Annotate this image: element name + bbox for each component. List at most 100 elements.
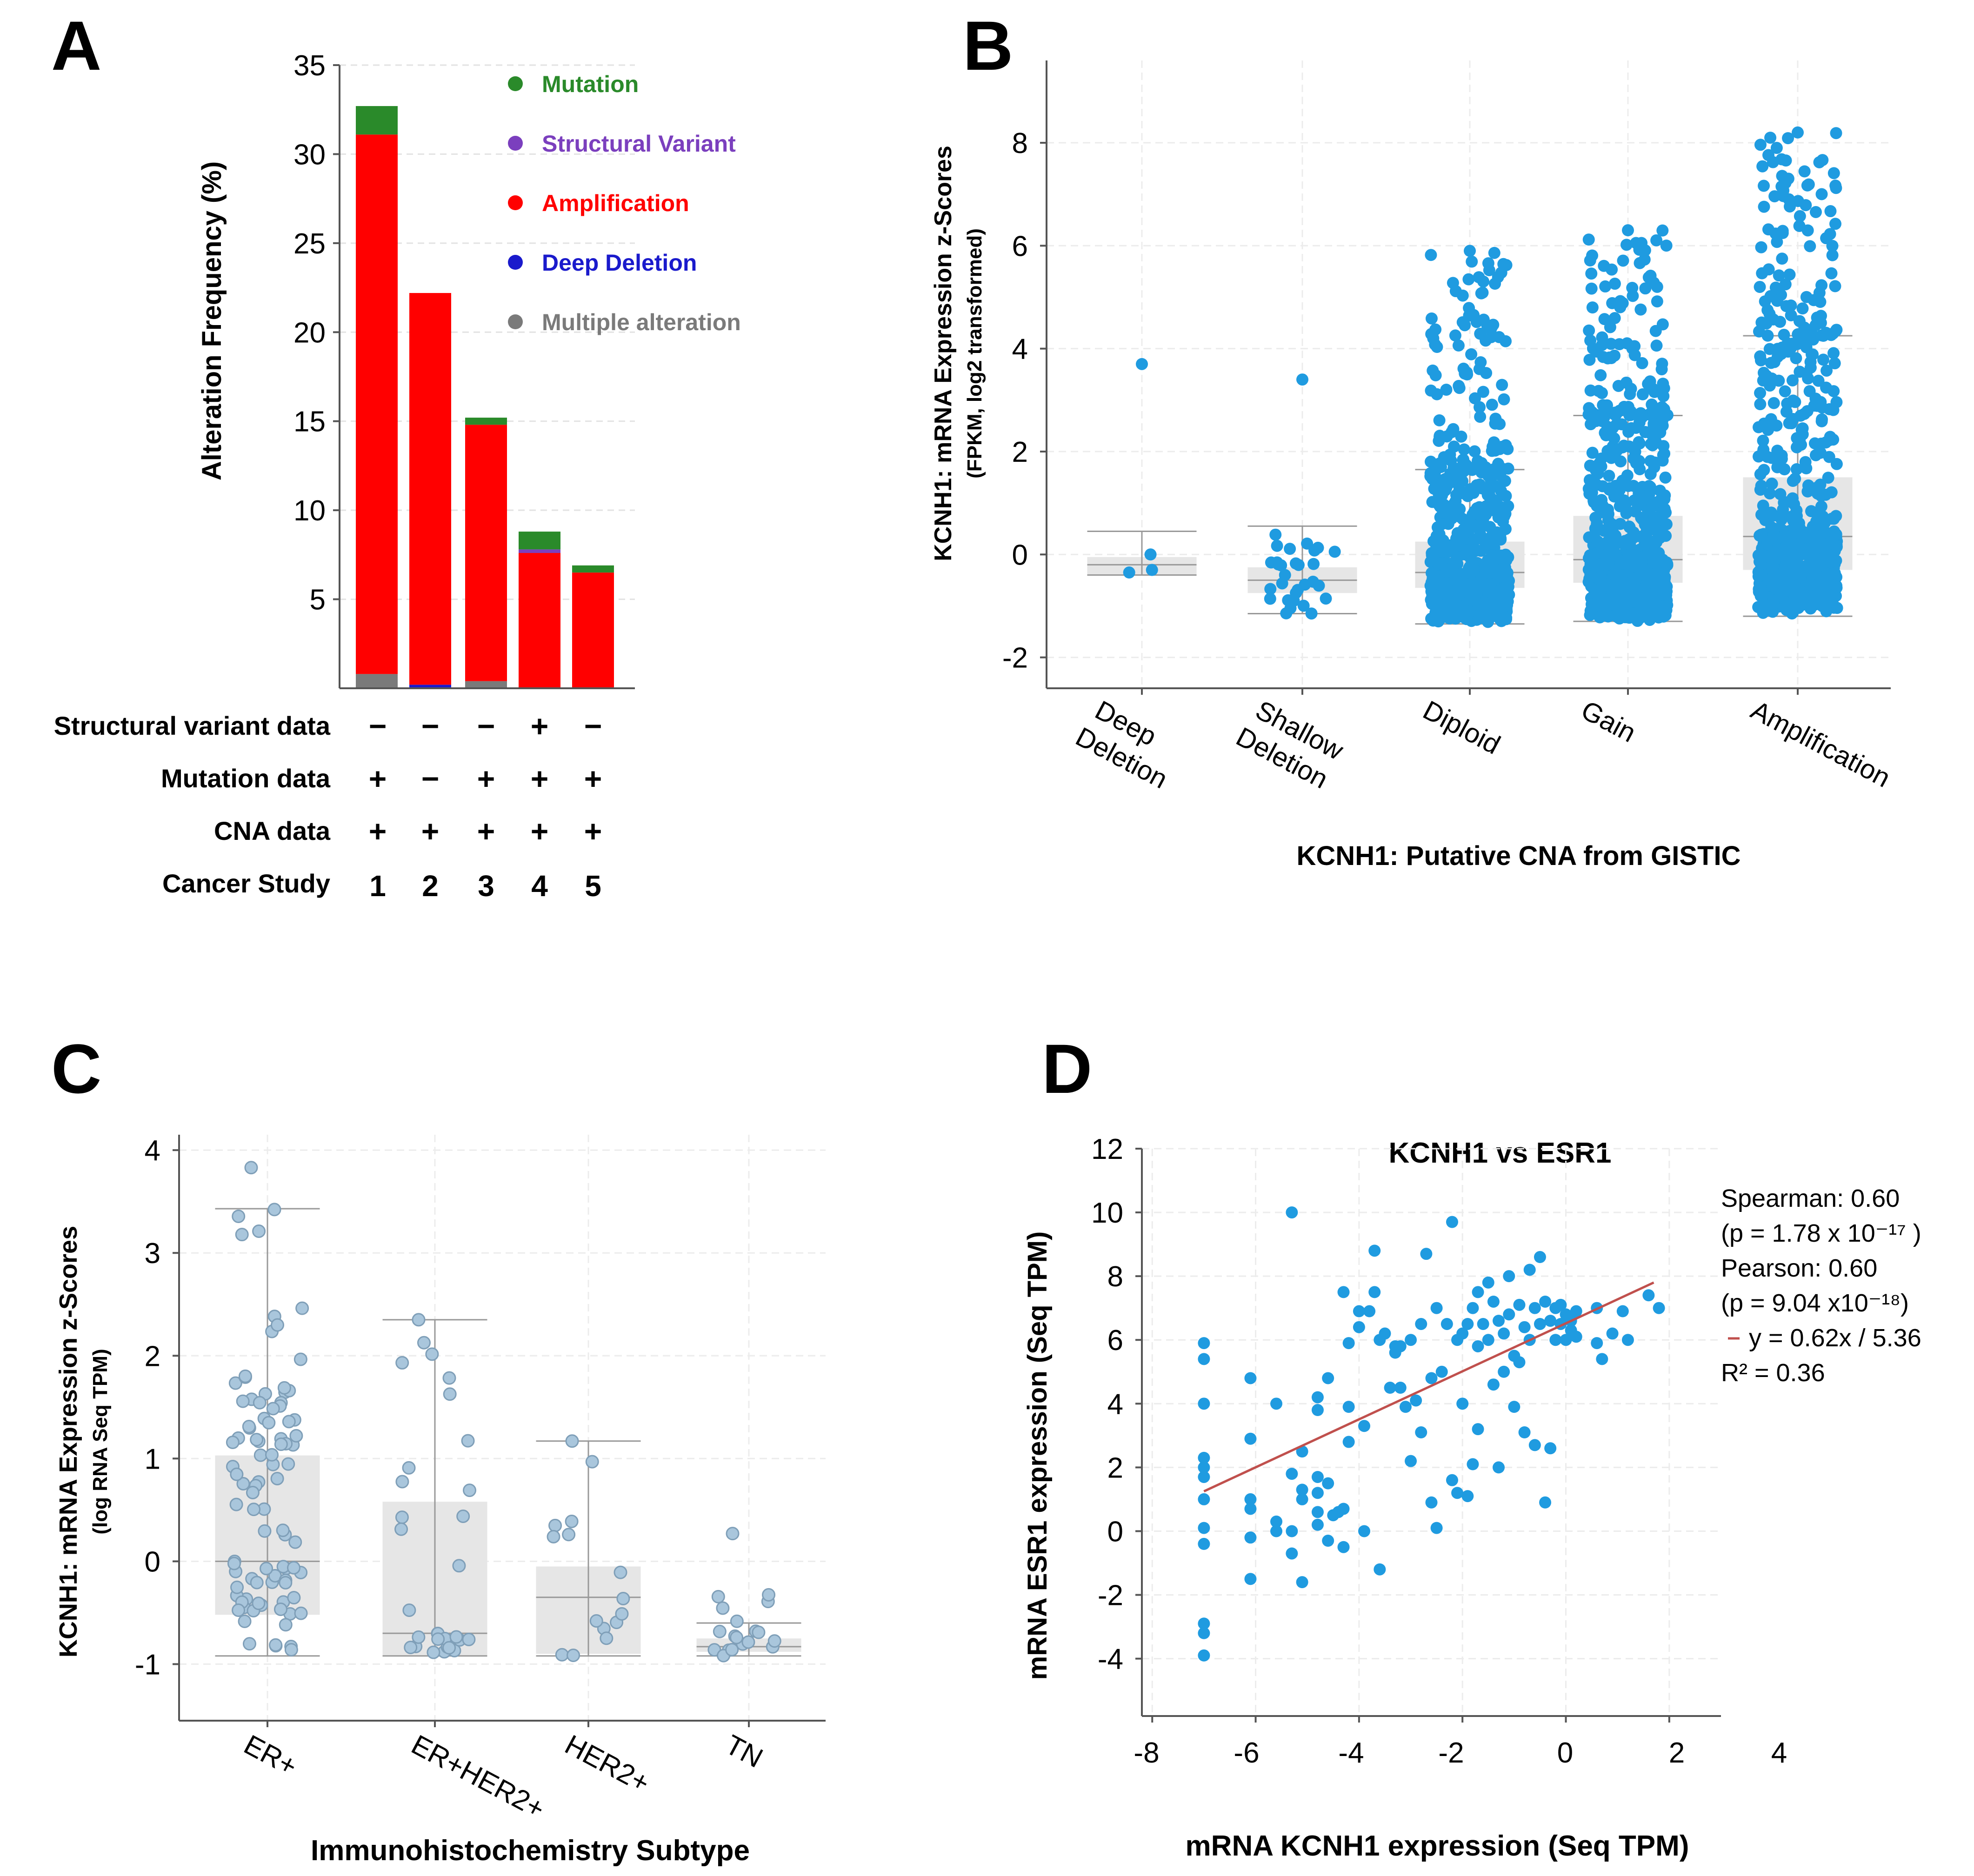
d-point bbox=[1539, 1496, 1552, 1509]
b-point bbox=[1651, 280, 1663, 293]
d-point bbox=[1198, 1617, 1210, 1630]
b-point bbox=[1491, 526, 1503, 539]
b-point bbox=[1453, 600, 1466, 612]
b-point bbox=[1305, 607, 1318, 620]
a-ytick-label: 25 bbox=[293, 228, 326, 260]
b-point bbox=[1433, 414, 1446, 426]
d-point bbox=[1596, 1353, 1608, 1365]
b-point bbox=[1473, 363, 1486, 375]
b-point bbox=[1609, 549, 1622, 561]
b-xtick-label-line: Diploid bbox=[1418, 695, 1505, 760]
a-table-cell: − bbox=[369, 709, 387, 743]
panel-d: KCNH1 vs ESR1 mRNA ESR1 expression (Seq … bbox=[1022, 1133, 1921, 1862]
b-point bbox=[1594, 583, 1607, 596]
a-table-cell: 3 bbox=[478, 869, 494, 903]
b-point bbox=[1651, 295, 1663, 308]
d-ytick-label: 12 bbox=[1091, 1133, 1123, 1165]
b-point bbox=[1495, 485, 1507, 497]
b-point bbox=[1594, 369, 1607, 381]
d-point bbox=[1503, 1308, 1515, 1321]
c-point bbox=[279, 1576, 293, 1590]
d-point bbox=[1368, 1286, 1381, 1298]
d-point bbox=[1358, 1420, 1370, 1432]
b-point bbox=[1800, 462, 1813, 475]
d-point bbox=[1311, 1518, 1324, 1531]
b-point bbox=[1595, 494, 1608, 506]
c-point bbox=[246, 1485, 260, 1499]
d-point bbox=[1244, 1573, 1257, 1585]
d-point bbox=[1554, 1298, 1567, 1311]
b-point bbox=[1447, 556, 1460, 569]
panel-b-letter: B bbox=[963, 7, 1013, 85]
a-table-cell: − bbox=[421, 709, 440, 743]
b-point bbox=[1264, 592, 1276, 605]
c-point bbox=[425, 1347, 439, 1361]
d-point bbox=[1198, 1337, 1210, 1350]
a-bar-segment bbox=[519, 549, 560, 553]
b-point bbox=[1435, 461, 1447, 473]
d-regression-line bbox=[1203, 1281, 1654, 1493]
b-point bbox=[1633, 455, 1646, 467]
b-point bbox=[1826, 249, 1839, 261]
d-ytick-label: 8 bbox=[1107, 1261, 1123, 1293]
b-point bbox=[1656, 224, 1669, 237]
c-point bbox=[238, 1369, 252, 1383]
b-point bbox=[1474, 401, 1486, 413]
b-point bbox=[1585, 571, 1598, 583]
b-point bbox=[1626, 281, 1639, 294]
b-point bbox=[1614, 455, 1627, 468]
a-table-cell: + bbox=[477, 814, 495, 848]
b-point bbox=[1825, 267, 1838, 279]
b-point bbox=[1782, 132, 1794, 145]
b-point bbox=[1492, 271, 1504, 283]
a-table-row-label: Mutation data bbox=[161, 764, 331, 793]
a-legend-marker bbox=[508, 314, 523, 329]
b-point bbox=[1828, 567, 1841, 579]
d-point bbox=[1472, 1340, 1484, 1352]
b-point bbox=[1616, 474, 1629, 487]
b-point bbox=[1774, 316, 1786, 328]
b-point bbox=[1466, 255, 1478, 268]
b-point bbox=[1297, 599, 1310, 612]
panel-b-ylabel-sub: (FPKM, log2 transformed) bbox=[963, 228, 986, 479]
b-point bbox=[1620, 376, 1633, 389]
panel-c-ylabel: KCNH1: mRNA Expression z-Scores bbox=[54, 1226, 82, 1657]
d-point bbox=[1642, 1289, 1655, 1302]
d-point bbox=[1337, 1541, 1350, 1553]
b-point bbox=[1622, 426, 1635, 438]
b-point bbox=[1631, 615, 1644, 627]
b-point bbox=[1647, 499, 1659, 512]
b-xtick-label: DeepDeletion bbox=[1071, 692, 1187, 794]
panel-d-axes: -4 -2 0 2 4 6 8 10 12 -8 -6 -4 -2 0 2 4 bbox=[1091, 1133, 1787, 1769]
b-point bbox=[1445, 454, 1457, 467]
d-point bbox=[1513, 1298, 1526, 1311]
d-point bbox=[1244, 1432, 1257, 1445]
c-point bbox=[456, 1510, 470, 1523]
a-bar-segment bbox=[356, 106, 398, 135]
b-point bbox=[1648, 386, 1661, 398]
b-point bbox=[1476, 286, 1489, 299]
d-point bbox=[1591, 1337, 1603, 1350]
b-point bbox=[1328, 546, 1341, 558]
a-bar-segment bbox=[572, 572, 614, 688]
d-point bbox=[1286, 1525, 1298, 1537]
a-table-cell: − bbox=[421, 761, 440, 796]
b-point bbox=[1656, 584, 1668, 597]
d-point bbox=[1198, 1470, 1210, 1483]
b-point bbox=[1660, 239, 1673, 252]
d-point bbox=[1322, 1535, 1334, 1547]
b-point bbox=[1804, 579, 1816, 591]
b-point bbox=[1608, 312, 1621, 325]
d-point bbox=[1456, 1327, 1469, 1340]
a-legend-marker bbox=[508, 255, 523, 270]
b-point bbox=[1771, 343, 1784, 355]
d-point bbox=[1244, 1493, 1257, 1505]
d-point bbox=[1342, 1401, 1355, 1413]
c-point bbox=[226, 1435, 240, 1449]
b-point bbox=[1794, 210, 1806, 222]
d-point bbox=[1399, 1401, 1412, 1413]
c-point bbox=[562, 1528, 576, 1542]
b-point bbox=[1754, 529, 1766, 542]
c-ytick-label: -1 bbox=[135, 1649, 160, 1681]
